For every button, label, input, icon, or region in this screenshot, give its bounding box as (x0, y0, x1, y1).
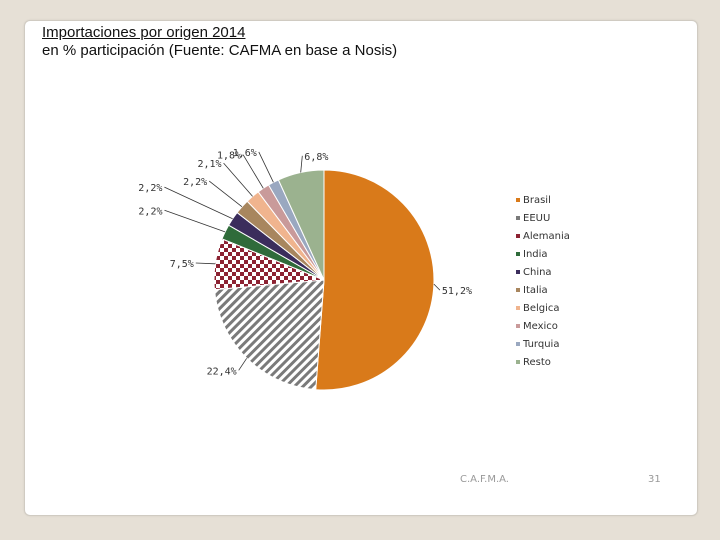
leader-line-belgica (223, 162, 253, 197)
leader-line-mexico (242, 154, 264, 189)
legend-label-mexico: Mexico (523, 321, 558, 332)
legend-label-italia: Italia (523, 285, 548, 296)
leader-line-alemania (195, 262, 216, 265)
legend-label-belgica: Belgica (523, 303, 560, 314)
slice-brasil (315, 169, 435, 391)
legend-label-china: China (523, 267, 552, 278)
data-label-china: 2,2% (138, 183, 162, 194)
data-labels: 51,2% 22,4% 7,5% 2,2% 2,2% 2,2% 2,1%1,8%1,6% 6,… (138, 148, 472, 377)
legend-swatch-italia (516, 288, 520, 292)
data-label-belgica: 2,1% (198, 159, 222, 170)
leader-line-turquia (258, 151, 274, 183)
data-label-india: 2,2% (138, 206, 162, 217)
legend-swatch-alemania (516, 234, 520, 238)
footer-text: C.A.F.M.A. (460, 474, 509, 485)
slice-eeuu (213, 279, 325, 391)
leader-line-brasil (433, 283, 441, 291)
legend-label-resto: Resto (523, 357, 551, 368)
legend-swatch-brasil (516, 198, 520, 202)
data-label-italia: 2,2% (183, 177, 207, 188)
legend-swatch-turquia (516, 342, 520, 346)
legend-swatch-india (516, 252, 520, 256)
leader-line-china (164, 186, 233, 220)
slice-resto (277, 169, 325, 281)
page-number: 31 (648, 474, 661, 485)
leader-line-eeuu (238, 358, 248, 371)
data-label-turquia: 1,6% (233, 148, 257, 159)
legend-label-alemania: Alemania (523, 231, 570, 242)
data-label-alemania: 7,5% (170, 259, 194, 270)
title-line-1: Importaciones por origen 2014 (42, 24, 246, 41)
data-label-brasil: 51,2% (442, 286, 472, 297)
legend-swatch-belgica (516, 306, 520, 310)
legend-label-eeuu: EEUU (523, 213, 550, 224)
data-label-mexico: 1,8% (217, 151, 241, 162)
legend-swatch-china (516, 270, 520, 274)
legend-label-india: India (523, 249, 548, 260)
chart-title: Importaciones por origen 2014 en % parti… (42, 24, 397, 60)
legend-label-brasil: Brasil (523, 195, 551, 206)
leader-line-resto (300, 155, 303, 173)
title-line-2: en % participación (Fuente: CAFMA en bas… (42, 42, 398, 59)
leader-line-italia (208, 180, 243, 208)
label-leaders (164, 151, 441, 371)
legend-swatch-mexico (516, 324, 520, 328)
legend-swatch-eeuu (516, 216, 520, 220)
legend-label-turquia: Turquia (522, 339, 559, 350)
legend-swatch-resto (516, 360, 520, 364)
data-label-eeuu: 22,4% (207, 366, 237, 377)
legend: Brasil EEUU Alemania India China Italia Belgic… (516, 195, 570, 368)
leader-line-india (164, 209, 226, 233)
pie-slices (213, 169, 435, 391)
data-label-resto: 6,8% (304, 152, 328, 163)
